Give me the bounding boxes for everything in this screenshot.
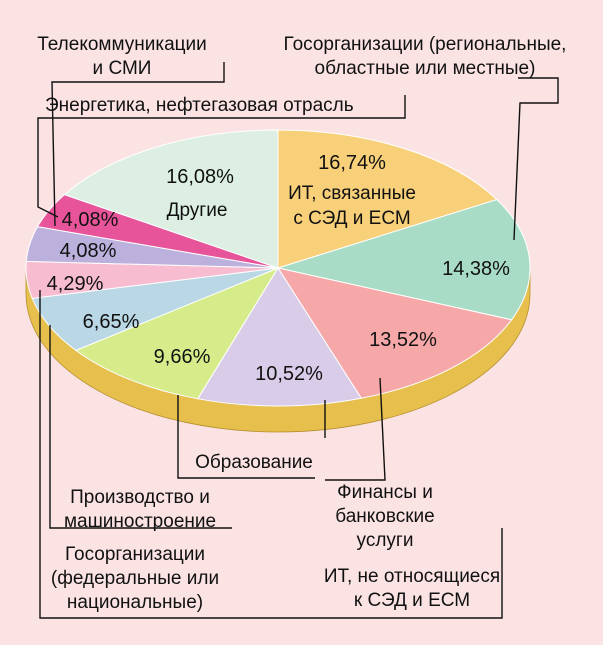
pie-slices: [25, 129, 531, 407]
slice-text-it-sed-line1: ИТ, связанные: [288, 183, 416, 204]
pie-slice-education: [74, 266, 280, 400]
value-label-gov-regional: 14,38%: [442, 258, 510, 280]
pie-slice-other: [63, 129, 279, 269]
value-label-energy: 4,08%: [60, 240, 117, 262]
callout-gov-federal-line1: Госорганизации: [65, 544, 205, 565]
callout-finance-line3: услуги: [357, 530, 414, 551]
callout-gov-regional-line2: областные или местные): [315, 58, 536, 79]
value-label-other: 16,08%: [166, 166, 234, 188]
callout-finance-line1: Финансы и: [337, 482, 433, 503]
callout-manufacturing-line2: машиностроение: [64, 511, 216, 532]
leader-gov-regional: [513, 77, 559, 241]
slice-value-labels: 16,74% ИТ, связанные с СЭД и ЕСМ 14,38% …: [47, 152, 510, 385]
callout-it-other-line2: к СЭД и ЕСМ: [354, 590, 470, 611]
callout-gov-regional-line1: Госорганизации (региональные,: [284, 34, 567, 55]
callout-labels: Телекоммуникации и СМИ Энергетика, нефте…: [37, 34, 566, 613]
callout-it-other-line1: ИТ, не относящиеся: [324, 566, 500, 587]
value-label-it-sed: 16,74%: [318, 152, 386, 174]
leader-manufacturing: [49, 325, 232, 529]
value-label-finance: 13,52%: [369, 329, 437, 351]
leader-finance: [325, 377, 386, 481]
pie-slice-gov-regional: [276, 198, 531, 321]
leader-education: [177, 395, 315, 479]
value-label-gov-federal: 4,29%: [47, 273, 104, 295]
callout-gov-federal-line3: национальные): [67, 592, 203, 613]
slice-text-it-sed-line2: с СЭД и ЕСМ: [293, 208, 410, 229]
pie-slice-it-sed: [277, 129, 498, 269]
slice-text-other: Другие: [167, 200, 228, 221]
pie-slice-finance: [276, 267, 513, 399]
callout-gov-federal-line2: (федеральные или: [51, 568, 219, 589]
callout-energy: Энергетика, нефтегазовая отрасль: [45, 95, 354, 116]
leader-gov-federal: [39, 290, 503, 619]
callout-telecom-line1: Телекоммуникации: [37, 34, 207, 55]
callout-finance-line2: банковские: [335, 506, 434, 527]
value-label-education: 9,66%: [154, 346, 211, 368]
value-label-it-other: 10,52%: [255, 363, 323, 385]
leader-energy: [37, 95, 406, 218]
leader-telecom: [51, 62, 225, 227]
callout-leader-lines: [37, 62, 559, 619]
pie-slice-it-other: [196, 267, 363, 407]
value-label-telecom: 4,08%: [62, 209, 119, 231]
callout-telecom-line2: и СМИ: [93, 58, 152, 79]
value-label-manufacturing: 6,65%: [83, 311, 140, 333]
callout-manufacturing-line1: Производство и: [70, 487, 210, 508]
callout-education: Образование: [195, 452, 313, 473]
